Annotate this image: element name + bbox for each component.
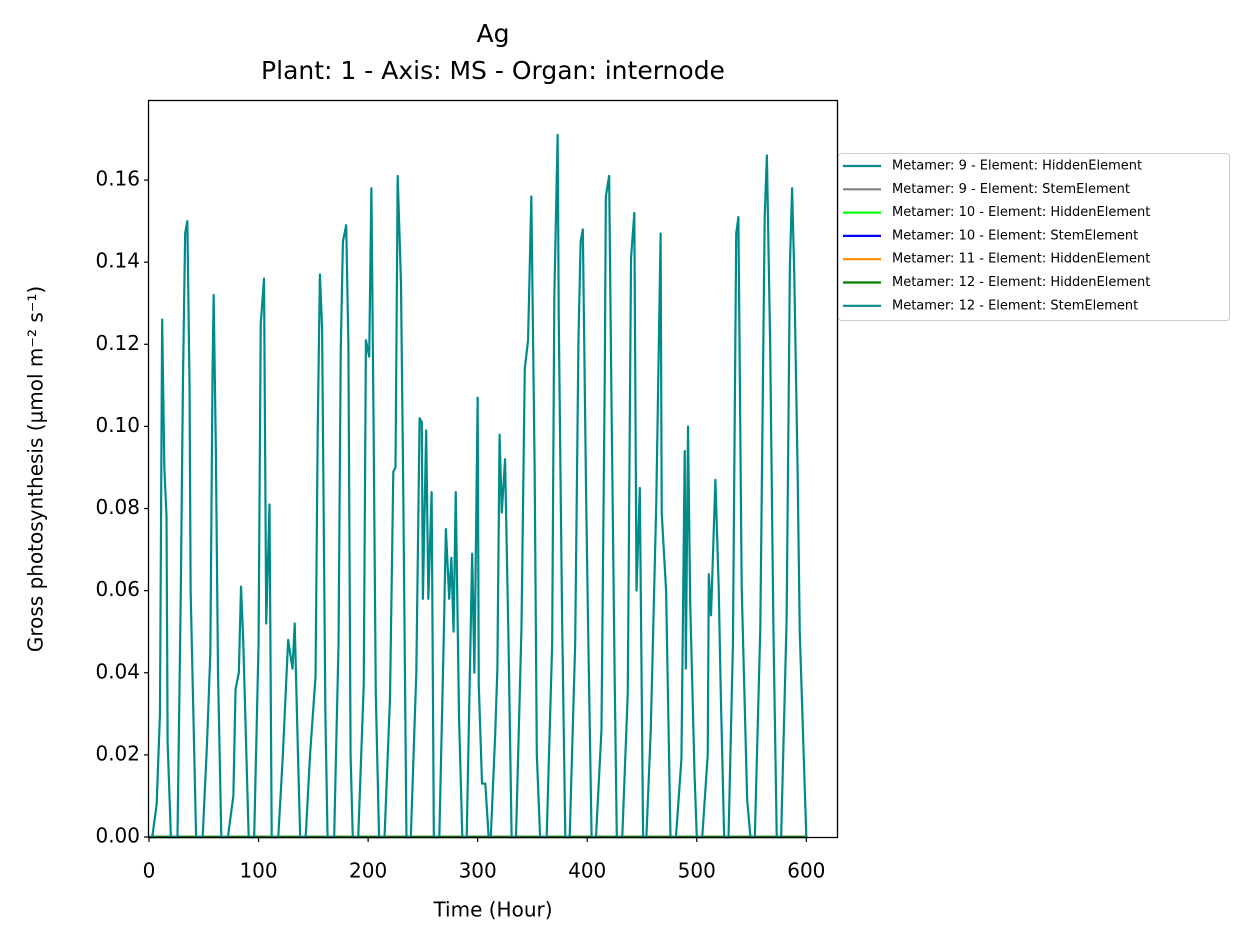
legend-label: Metamer: 12 - Element: StemElement [892, 298, 1138, 313]
plot-area [149, 133, 808, 839]
y-tick-label: 0.12 [95, 331, 140, 355]
legend-label: Metamer: 10 - Element: StemElement [892, 228, 1138, 243]
chart-subtitle: Plant: 1 - Axis: MS - Organ: internode [261, 56, 725, 85]
y-tick-label: 0.06 [95, 577, 140, 601]
x-tick-label: 200 [349, 859, 387, 883]
x-tick-label: 100 [239, 859, 277, 883]
x-tick-label: 0 [143, 859, 156, 883]
y-tick-label: 0.14 [95, 249, 140, 273]
legend-label: Metamer: 12 - Element: HiddenElement [892, 275, 1150, 290]
x-axis-label: Time (Hour) [432, 898, 552, 922]
legend-label: Metamer: 11 - Element: HiddenElement [892, 252, 1150, 267]
legend-label: Metamer: 10 - Element: HiddenElement [892, 205, 1150, 220]
y-tick-label: 0.10 [95, 413, 140, 437]
chart-title: Ag [477, 19, 510, 48]
y-tick-label: 0.16 [95, 167, 140, 191]
axes-frame [147, 99, 839, 839]
y-tick-label: 0.02 [95, 741, 140, 765]
legend-label: Metamer: 9 - Element: HiddenElement [892, 159, 1142, 174]
x-tick-label: 500 [678, 859, 716, 883]
x-tick-label: 300 [459, 859, 497, 883]
legend-label: Metamer: 9 - Element: StemElement [892, 182, 1130, 197]
legend [838, 153, 1230, 321]
y-tick-label: 0.00 [95, 824, 140, 848]
series-line [149, 133, 808, 839]
y-axis-label: Gross photosynthesis (µmol m⁻² s⁻¹) [24, 286, 48, 652]
y-tick-label: 0.04 [95, 659, 140, 683]
x-tick-label: 600 [787, 859, 825, 883]
y-tick-label: 0.08 [95, 495, 140, 519]
x-tick-label: 400 [568, 859, 606, 883]
